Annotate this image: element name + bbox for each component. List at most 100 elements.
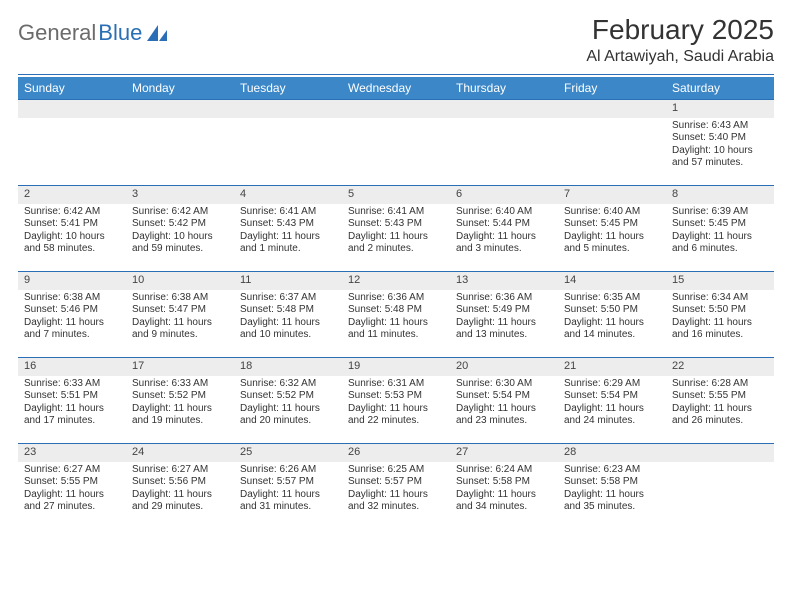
day-content: Sunrise: 6:43 AMSunset: 5:40 PMDaylight:… bbox=[666, 118, 774, 174]
weekday-header: Tuesday bbox=[234, 77, 342, 99]
day-number: 17 bbox=[126, 357, 234, 376]
day-sunset: Sunset: 5:57 PM bbox=[240, 476, 336, 489]
day-content: Sunrise: 6:41 AMSunset: 5:43 PMDaylight:… bbox=[234, 204, 342, 260]
divider bbox=[18, 74, 774, 75]
day-number: 23 bbox=[18, 443, 126, 462]
day-sunset: Sunset: 5:48 PM bbox=[240, 304, 336, 317]
day-content: Sunrise: 6:40 AMSunset: 5:44 PMDaylight:… bbox=[450, 204, 558, 260]
day-number bbox=[18, 99, 126, 118]
day-sunset: Sunset: 5:58 PM bbox=[564, 476, 660, 489]
day-content: Sunrise: 6:32 AMSunset: 5:52 PMDaylight:… bbox=[234, 376, 342, 432]
day-number: 28 bbox=[558, 443, 666, 462]
calendar-table: SundayMondayTuesdayWednesdayThursdayFrid… bbox=[18, 77, 774, 529]
day-sunrise: Sunrise: 6:27 AM bbox=[24, 464, 120, 477]
day-sunset: Sunset: 5:48 PM bbox=[348, 304, 444, 317]
day-sunset: Sunset: 5:45 PM bbox=[672, 218, 768, 231]
calendar-cell: 13Sunrise: 6:36 AMSunset: 5:49 PMDayligh… bbox=[450, 271, 558, 357]
day-daylight: Daylight: 11 hours and 32 minutes. bbox=[348, 489, 444, 514]
day-number: 15 bbox=[666, 271, 774, 290]
calendar-cell: 27Sunrise: 6:24 AMSunset: 5:58 PMDayligh… bbox=[450, 443, 558, 529]
day-content: Sunrise: 6:38 AMSunset: 5:46 PMDaylight:… bbox=[18, 290, 126, 346]
day-sunset: Sunset: 5:41 PM bbox=[24, 218, 120, 231]
day-sunrise: Sunrise: 6:31 AM bbox=[348, 378, 444, 391]
calendar-cell bbox=[234, 99, 342, 185]
day-sunrise: Sunrise: 6:33 AM bbox=[132, 378, 228, 391]
day-sunrise: Sunrise: 6:30 AM bbox=[456, 378, 552, 391]
day-content: Sunrise: 6:31 AMSunset: 5:53 PMDaylight:… bbox=[342, 376, 450, 432]
calendar-cell: 2Sunrise: 6:42 AMSunset: 5:41 PMDaylight… bbox=[18, 185, 126, 271]
calendar-cell bbox=[126, 99, 234, 185]
day-sunrise: Sunrise: 6:41 AM bbox=[240, 206, 336, 219]
calendar-cell: 16Sunrise: 6:33 AMSunset: 5:51 PMDayligh… bbox=[18, 357, 126, 443]
day-number: 25 bbox=[234, 443, 342, 462]
day-daylight: Daylight: 11 hours and 11 minutes. bbox=[348, 317, 444, 342]
day-daylight: Daylight: 10 hours and 58 minutes. bbox=[24, 231, 120, 256]
day-sunrise: Sunrise: 6:43 AM bbox=[672, 120, 768, 133]
day-content: Sunrise: 6:37 AMSunset: 5:48 PMDaylight:… bbox=[234, 290, 342, 346]
calendar-cell bbox=[666, 443, 774, 529]
calendar-cell bbox=[450, 99, 558, 185]
day-number: 26 bbox=[342, 443, 450, 462]
day-content: Sunrise: 6:24 AMSunset: 5:58 PMDaylight:… bbox=[450, 462, 558, 518]
day-sunrise: Sunrise: 6:37 AM bbox=[240, 292, 336, 305]
day-number: 12 bbox=[342, 271, 450, 290]
day-content: Sunrise: 6:30 AMSunset: 5:54 PMDaylight:… bbox=[450, 376, 558, 432]
day-sunrise: Sunrise: 6:38 AM bbox=[24, 292, 120, 305]
day-number: 21 bbox=[558, 357, 666, 376]
day-content: Sunrise: 6:34 AMSunset: 5:50 PMDaylight:… bbox=[666, 290, 774, 346]
day-number: 11 bbox=[234, 271, 342, 290]
calendar-cell: 1Sunrise: 6:43 AMSunset: 5:40 PMDaylight… bbox=[666, 99, 774, 185]
day-daylight: Daylight: 10 hours and 59 minutes. bbox=[132, 231, 228, 256]
day-content: Sunrise: 6:38 AMSunset: 5:47 PMDaylight:… bbox=[126, 290, 234, 346]
day-daylight: Daylight: 11 hours and 29 minutes. bbox=[132, 489, 228, 514]
day-daylight: Daylight: 11 hours and 35 minutes. bbox=[564, 489, 660, 514]
day-number: 2 bbox=[18, 185, 126, 204]
title-block: February 2025 Al Artawiyah, Saudi Arabia bbox=[586, 14, 774, 66]
day-daylight: Daylight: 11 hours and 34 minutes. bbox=[456, 489, 552, 514]
day-content: Sunrise: 6:42 AMSunset: 5:42 PMDaylight:… bbox=[126, 204, 234, 260]
day-sunset: Sunset: 5:43 PM bbox=[240, 218, 336, 231]
weekday-header: Thursday bbox=[450, 77, 558, 99]
day-daylight: Daylight: 11 hours and 19 minutes. bbox=[132, 403, 228, 428]
day-sunset: Sunset: 5:47 PM bbox=[132, 304, 228, 317]
day-sunrise: Sunrise: 6:40 AM bbox=[456, 206, 552, 219]
day-content: Sunrise: 6:26 AMSunset: 5:57 PMDaylight:… bbox=[234, 462, 342, 518]
calendar-cell: 21Sunrise: 6:29 AMSunset: 5:54 PMDayligh… bbox=[558, 357, 666, 443]
day-sunrise: Sunrise: 6:24 AM bbox=[456, 464, 552, 477]
day-sunrise: Sunrise: 6:26 AM bbox=[240, 464, 336, 477]
day-sunset: Sunset: 5:45 PM bbox=[564, 218, 660, 231]
brand-right: Blue bbox=[98, 20, 142, 46]
day-daylight: Daylight: 11 hours and 9 minutes. bbox=[132, 317, 228, 342]
day-daylight: Daylight: 11 hours and 6 minutes. bbox=[672, 231, 768, 256]
day-number: 10 bbox=[126, 271, 234, 290]
day-sunrise: Sunrise: 6:42 AM bbox=[24, 206, 120, 219]
day-number bbox=[666, 443, 774, 462]
day-sunset: Sunset: 5:54 PM bbox=[564, 390, 660, 403]
day-sunrise: Sunrise: 6:41 AM bbox=[348, 206, 444, 219]
day-sunrise: Sunrise: 6:38 AM bbox=[132, 292, 228, 305]
day-daylight: Daylight: 11 hours and 14 minutes. bbox=[564, 317, 660, 342]
day-content: Sunrise: 6:36 AMSunset: 5:49 PMDaylight:… bbox=[450, 290, 558, 346]
day-sunset: Sunset: 5:49 PM bbox=[456, 304, 552, 317]
day-daylight: Daylight: 11 hours and 5 minutes. bbox=[564, 231, 660, 256]
weekday-header: Saturday bbox=[666, 77, 774, 99]
day-number: 4 bbox=[234, 185, 342, 204]
day-content: Sunrise: 6:41 AMSunset: 5:43 PMDaylight:… bbox=[342, 204, 450, 260]
calendar-cell: 19Sunrise: 6:31 AMSunset: 5:53 PMDayligh… bbox=[342, 357, 450, 443]
day-sunrise: Sunrise: 6:35 AM bbox=[564, 292, 660, 305]
day-number bbox=[342, 99, 450, 118]
calendar-cell: 9Sunrise: 6:38 AMSunset: 5:46 PMDaylight… bbox=[18, 271, 126, 357]
day-content: Sunrise: 6:35 AMSunset: 5:50 PMDaylight:… bbox=[558, 290, 666, 346]
calendar-cell: 15Sunrise: 6:34 AMSunset: 5:50 PMDayligh… bbox=[666, 271, 774, 357]
day-content: Sunrise: 6:42 AMSunset: 5:41 PMDaylight:… bbox=[18, 204, 126, 260]
calendar-cell: 7Sunrise: 6:40 AMSunset: 5:45 PMDaylight… bbox=[558, 185, 666, 271]
month-title: February 2025 bbox=[586, 14, 774, 46]
weekday-header: Wednesday bbox=[342, 77, 450, 99]
day-number: 20 bbox=[450, 357, 558, 376]
day-number: 9 bbox=[18, 271, 126, 290]
calendar-cell: 22Sunrise: 6:28 AMSunset: 5:55 PMDayligh… bbox=[666, 357, 774, 443]
day-number: 7 bbox=[558, 185, 666, 204]
day-sunrise: Sunrise: 6:34 AM bbox=[672, 292, 768, 305]
day-sunset: Sunset: 5:54 PM bbox=[456, 390, 552, 403]
day-number: 14 bbox=[558, 271, 666, 290]
